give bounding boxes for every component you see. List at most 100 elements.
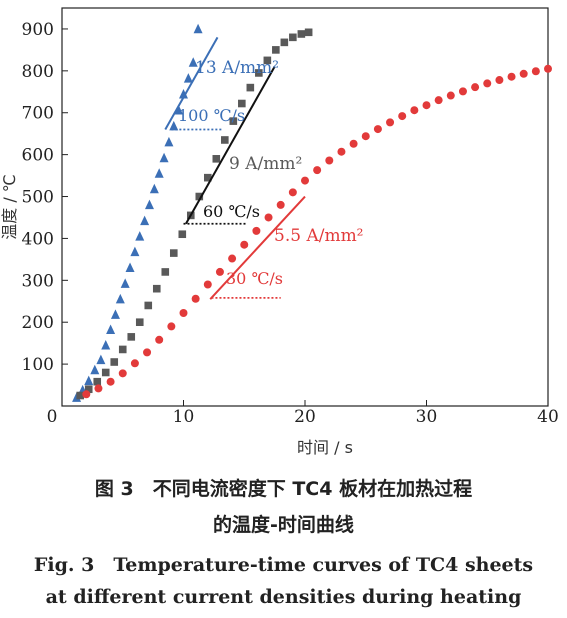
y-tick-label: 500 xyxy=(22,188,54,208)
data-point-13A xyxy=(174,104,184,115)
data-point-5-5A xyxy=(483,79,492,88)
series-label-9A: 9 A/mm² xyxy=(229,154,302,174)
data-point-9A xyxy=(178,230,187,239)
series-label-13A: 13 A/mm² xyxy=(195,58,279,78)
data-point-13A xyxy=(120,278,130,288)
y-tick-label: 300 xyxy=(22,271,54,291)
data-point-9A xyxy=(101,368,110,377)
y-tick-label: 100 xyxy=(22,355,54,375)
y-axis-label: 温度 / ℃ xyxy=(0,174,19,240)
data-point-5-5A xyxy=(386,118,395,127)
data-point-5-5A xyxy=(471,83,480,92)
data-point-13A xyxy=(149,183,159,194)
x-tick-label: 30 xyxy=(416,407,438,427)
fit-line-5-5A xyxy=(209,195,306,300)
data-point-5-5A xyxy=(519,69,528,78)
data-point-9A xyxy=(212,155,221,163)
data-point-5-5A xyxy=(155,335,164,344)
data-point-9A xyxy=(280,38,289,47)
data-point-5-5A xyxy=(203,280,212,289)
y-tick-label: 700 xyxy=(22,104,54,124)
data-point-5-5A xyxy=(313,166,322,175)
y-tick-label: 800 xyxy=(22,62,54,82)
data-point-5-5A xyxy=(337,147,346,156)
data-point-9A xyxy=(255,69,263,77)
y-tick-label: 200 xyxy=(22,313,54,333)
data-point-9A xyxy=(169,249,178,257)
data-point-9A xyxy=(76,391,85,400)
data-point-5-5A xyxy=(118,369,127,378)
data-point-13A xyxy=(188,57,198,67)
annotation-100-rate: 100 ℃/s xyxy=(178,106,245,125)
data-point-5-5A xyxy=(507,72,516,81)
data-point-5-5A xyxy=(143,348,152,357)
temperature-time-chart: 0 10 20 30 40 100 200 300 400 500 600 700 800 900 时间 /… xyxy=(0,7,559,457)
data-point-13A xyxy=(179,89,188,99)
data-point-13A xyxy=(110,309,120,319)
data-point-5-5A xyxy=(410,106,419,115)
data-point-9A xyxy=(93,377,102,386)
data-point-9A xyxy=(204,173,212,182)
x-tick-label: 0 xyxy=(47,407,58,427)
data-point-5-5A xyxy=(264,213,273,222)
data-point-5-5A xyxy=(215,267,224,276)
data-point-5-5A xyxy=(240,240,249,249)
data-point-13A xyxy=(125,262,135,272)
data-point-5-5A xyxy=(325,156,334,165)
data-point-5-5A xyxy=(422,101,431,110)
data-point-9A xyxy=(289,33,297,42)
data-point-5-5A xyxy=(82,390,91,399)
data-point-13A xyxy=(96,354,106,365)
caption-cn-line1: 图 3 不同电流密度下 TC4 板材在加热过程 xyxy=(94,478,473,500)
data-point-9A xyxy=(152,284,161,293)
data-point-13A xyxy=(115,293,125,304)
x-tick-label: 40 xyxy=(537,407,559,427)
caption-en-line1: Fig. 3 Temperature-time curves of TC4 sh… xyxy=(33,554,534,576)
data-point-5-5A xyxy=(130,359,139,368)
caption-en-line2: at different current densities during he… xyxy=(45,586,522,608)
data-point-13A xyxy=(106,324,116,335)
data-point-5-5A xyxy=(544,64,552,73)
data-point-5-5A xyxy=(94,384,103,393)
data-point-9A xyxy=(246,83,255,92)
data-point-9A xyxy=(144,301,153,310)
data-point-13A xyxy=(135,231,145,241)
data-point-9A xyxy=(297,30,306,38)
data-point-9A xyxy=(221,136,229,144)
data-point-9A xyxy=(110,358,119,366)
data-point-13A xyxy=(169,120,179,131)
data-point-13A xyxy=(90,364,100,375)
y-tick-label: 900 xyxy=(22,20,54,40)
data-point-13A xyxy=(154,168,164,178)
data-point-13A xyxy=(164,136,174,147)
x-tick-label: 20 xyxy=(294,407,316,427)
data-point-5-5A xyxy=(288,188,297,197)
data-point-13A xyxy=(144,199,154,210)
data-point-9A xyxy=(118,345,127,354)
data-point-9A xyxy=(272,46,280,54)
data-point-13A xyxy=(84,375,94,386)
data-point-9A xyxy=(304,28,313,37)
data-point-9A xyxy=(229,117,238,125)
data-point-5-5A xyxy=(106,377,115,386)
data-point-13A xyxy=(193,23,203,34)
data-point-13A xyxy=(130,246,140,257)
data-point-13A xyxy=(159,152,169,163)
y-tick-label: 600 xyxy=(22,146,54,166)
data-point-5-5A xyxy=(167,322,176,331)
data-point-9A xyxy=(84,385,93,394)
data-point-13A xyxy=(183,73,193,83)
data-point-9A xyxy=(135,318,144,327)
fit-line-9A xyxy=(185,66,276,225)
data-point-5-5A xyxy=(276,200,285,209)
data-point-5-5A xyxy=(191,294,200,303)
data-point-5-5A xyxy=(531,67,540,76)
data-point-5-5A xyxy=(398,112,407,121)
data-point-9A xyxy=(263,56,272,65)
data-point-9A xyxy=(161,268,170,276)
data-point-5-5A xyxy=(361,132,370,141)
plot-frame xyxy=(61,7,549,407)
data-point-5-5A xyxy=(495,76,504,85)
data-point-5-5A xyxy=(228,254,237,263)
data-point-5-5A xyxy=(301,176,309,185)
